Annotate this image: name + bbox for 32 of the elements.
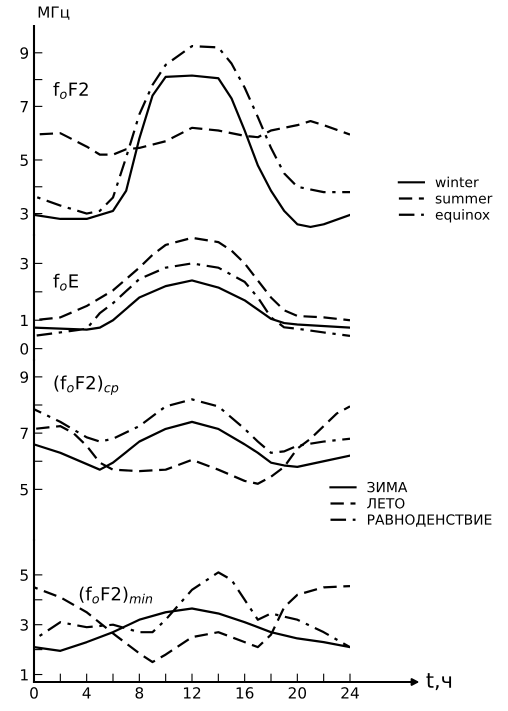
x-tick-label: 4: [82, 687, 91, 698]
y-tick-label: 3: [20, 208, 28, 220]
y-tick-label: 9: [20, 47, 28, 59]
y-tick-label: 5: [20, 570, 28, 581]
x-tick-label: 12: [184, 687, 200, 698]
legend-label: summer: [436, 196, 492, 204]
text: f$_{o}$E: [53, 274, 78, 291]
legend-label: РАВНОДЕНСТВИЕ: [368, 514, 492, 527]
y-tick-label: 3: [20, 258, 28, 270]
legend-label: equinox: [436, 209, 490, 222]
y-tick-label: 5: [20, 484, 28, 496]
y-axis-title: МГц: [38, 6, 70, 20]
y-tick-label: 1: [21, 669, 28, 680]
y-tick-label: 3: [20, 619, 28, 631]
x-tick-label: 24: [341, 687, 359, 698]
legend-label: ЛЕТО: [367, 498, 404, 509]
y-tick-label: 9: [20, 371, 28, 383]
text: f$_{o}$F2: [53, 82, 88, 99]
x-axis-title: t,ч: [426, 673, 452, 690]
y-tick-label: 7: [20, 428, 28, 439]
x-tick-label: 16: [236, 687, 254, 699]
text: (f$_{o}$F2)$_{ср}$: [54, 376, 118, 395]
legend-label: ЗИМА: [368, 482, 408, 492]
x-tick-label: 20: [288, 687, 306, 699]
legend-label: winter: [436, 176, 479, 188]
y-tick-label: 0: [20, 343, 28, 355]
x-tick-label: 0: [30, 687, 38, 699]
y-tick-label: 1: [21, 314, 28, 326]
y-tick-label: 7: [20, 101, 28, 112]
x-tick-label: 8: [136, 687, 144, 699]
text: (f$_{o}$F2)$_{min}$: [80, 586, 152, 604]
y-tick-label: 5: [20, 154, 28, 166]
